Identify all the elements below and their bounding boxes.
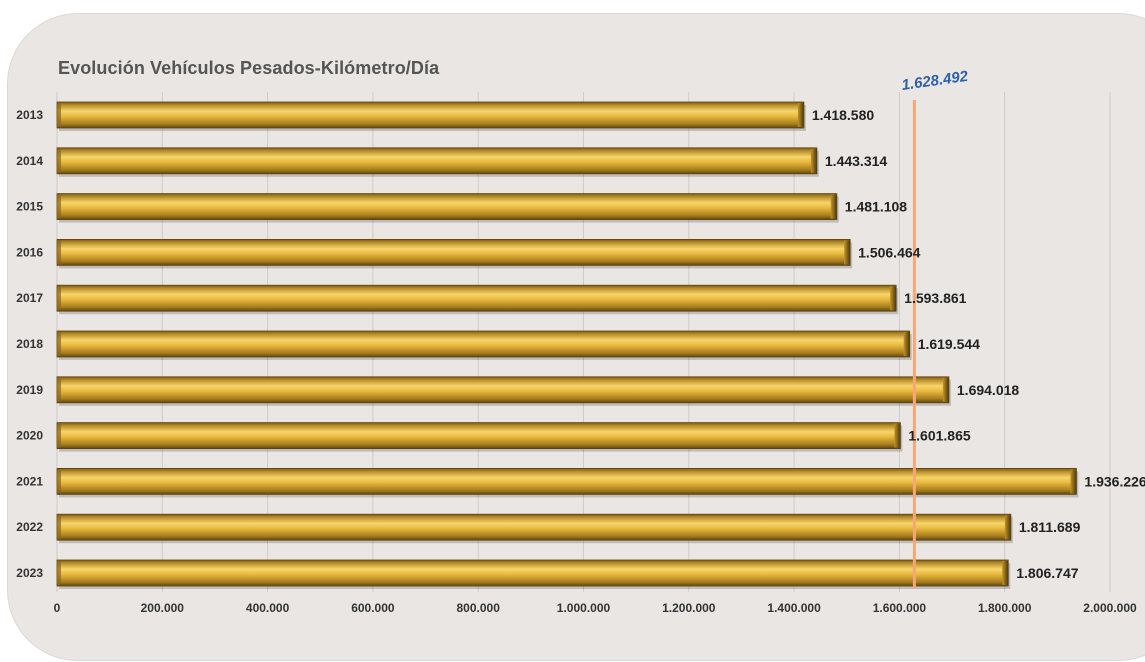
bar-2013 [56, 101, 806, 131]
x-tick-label: 400.000 [246, 601, 290, 615]
bar [56, 238, 851, 266]
x-tick-label: 1.800.000 [978, 601, 1032, 615]
data-label: 1.418.580 [812, 107, 874, 123]
y-category-label: 2019 [16, 383, 43, 397]
bar-cap [797, 103, 804, 127]
y-category-label: 2016 [16, 245, 43, 259]
bar [56, 422, 901, 450]
bar-cap [1002, 561, 1009, 585]
bar-left-cap [57, 286, 61, 311]
bar-cap [894, 423, 901, 448]
y-category-label: 2018 [16, 337, 43, 351]
data-label: 1.811.689 [1019, 519, 1081, 535]
y-category-label: 2023 [16, 566, 43, 580]
bar-cap [890, 286, 897, 311]
bar-2020 [56, 422, 903, 452]
bar-left-cap [57, 194, 61, 219]
x-tick-label: 800.000 [457, 601, 501, 615]
data-label: 1.601.865 [908, 428, 970, 444]
bar-cap [942, 377, 949, 402]
bar-2017 [56, 284, 899, 315]
bar-cap [1070, 469, 1077, 494]
bar-2021 [56, 467, 1079, 498]
bar-left-cap [57, 561, 61, 585]
chart-title: Evolución Vehículos Pesados-Kilómetro/Dí… [58, 58, 440, 78]
data-label: 1.593.861 [904, 290, 966, 306]
bar-cap [1004, 515, 1011, 540]
data-label: 1.806.747 [1016, 565, 1078, 581]
x-tick-label: 1.200.000 [662, 601, 716, 615]
bar-left-cap [57, 469, 61, 494]
y-category-label: 2020 [16, 429, 43, 443]
reference-line-label: 1.628.492 [901, 68, 970, 94]
data-label: 1.694.018 [957, 382, 1019, 398]
bar [56, 513, 1012, 541]
data-label: 1.619.544 [918, 336, 980, 352]
x-tick-label: 1.600.000 [873, 601, 927, 615]
x-tick-label: 600.000 [351, 601, 395, 615]
x-tick-label: 1.400.000 [767, 601, 821, 615]
y-category-label: 2021 [16, 474, 43, 488]
bar [56, 376, 950, 404]
bar-2019 [56, 376, 951, 406]
data-label: 1.481.108 [845, 199, 907, 215]
bar [56, 330, 911, 358]
bar-left-cap [57, 103, 61, 127]
y-category-label: 2013 [16, 108, 43, 122]
bar-left-cap [57, 240, 61, 265]
bar-left-cap [57, 332, 61, 356]
bar-cap [830, 194, 837, 219]
data-label: 1.936.226 [1084, 473, 1145, 489]
x-tick-label: 0 [54, 601, 61, 615]
bar [56, 193, 838, 221]
bar [56, 284, 897, 312]
x-tick-label: 200.000 [141, 601, 185, 615]
bar-cap [903, 332, 910, 356]
bar-left-cap [57, 377, 61, 402]
bar [56, 147, 818, 175]
bar-left-cap [57, 148, 61, 173]
bar [56, 101, 805, 129]
bar-2015 [56, 193, 839, 223]
bar-cap [810, 148, 817, 173]
y-category-label: 2015 [16, 200, 43, 214]
bar-2016 [56, 238, 853, 269]
bar [56, 467, 1077, 495]
y-category-label: 2017 [16, 291, 43, 305]
data-label: 1.443.314 [825, 153, 887, 169]
y-category-label: 2014 [16, 154, 43, 168]
data-label: 1.506.464 [858, 244, 920, 260]
y-category-label: 2022 [16, 520, 43, 534]
bar-2023 [56, 559, 1011, 589]
bar-left-cap [57, 515, 61, 540]
bar-cap [844, 240, 851, 265]
bar-2014 [56, 147, 819, 177]
x-tick-label: 1.000.000 [557, 601, 611, 615]
x-tick-label: 2.000.000 [1083, 601, 1137, 615]
bar-left-cap [57, 423, 61, 448]
bar [56, 559, 1009, 587]
bar-2018 [56, 330, 912, 360]
bar-2022 [56, 513, 1013, 544]
